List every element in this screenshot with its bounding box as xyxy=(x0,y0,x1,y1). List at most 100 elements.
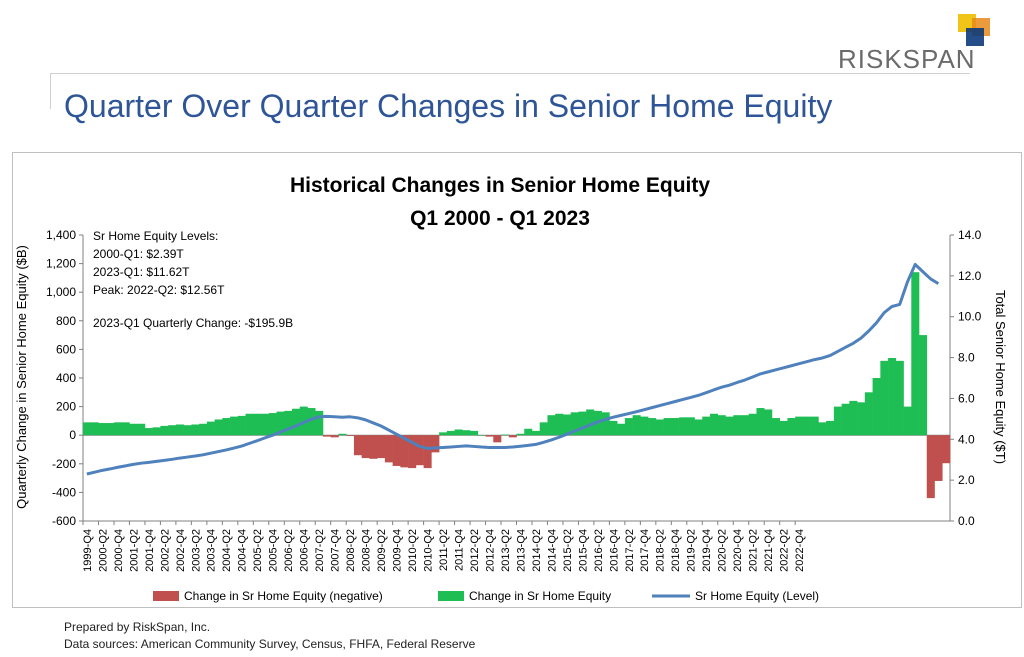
logo-square-blue xyxy=(966,28,984,46)
bar-positive xyxy=(694,419,703,436)
logo-square-yellow xyxy=(958,14,976,32)
bar-positive xyxy=(826,420,835,436)
bar-positive xyxy=(640,416,649,436)
x-tick-label: 2022-Q4 xyxy=(794,529,806,572)
x-tick-label: 2002-Q2 xyxy=(159,529,171,572)
x-tick-label: 2007-Q4 xyxy=(330,529,342,572)
x-tick-label: 2015-Q2 xyxy=(562,529,574,572)
bar-positive xyxy=(702,416,711,436)
x-tick-label: 2003-Q4 xyxy=(206,529,218,572)
y-left-tick-label: 400 xyxy=(56,371,76,385)
legend-label-negative: Change in Sr Home Equity (negative) xyxy=(184,589,383,603)
x-tick-label: 2013-Q2 xyxy=(500,529,512,572)
legend-label-level: Sr Home Equity (Level) xyxy=(695,589,819,603)
bar-positive xyxy=(524,428,533,436)
bar-positive xyxy=(106,423,115,436)
bar-positive xyxy=(168,425,177,436)
x-tick-label: 2017-Q2 xyxy=(624,529,636,572)
bar-negative xyxy=(934,435,943,481)
legend: Change in Sr Home Equity (negative) Chan… xyxy=(153,589,819,603)
bar-positive xyxy=(632,415,641,436)
bar-positive xyxy=(152,427,161,436)
bar-positive xyxy=(733,415,742,436)
bar-positive xyxy=(446,430,455,436)
bar-negative xyxy=(493,435,502,443)
bar-positive xyxy=(470,430,479,436)
bar-positive xyxy=(748,413,757,436)
bar-positive xyxy=(717,415,726,436)
bar-positive xyxy=(601,412,610,436)
bar-negative xyxy=(415,435,424,466)
bar-positive xyxy=(222,418,231,436)
bar-positive xyxy=(315,410,324,436)
x-tick-label: 2021-Q4 xyxy=(763,529,775,572)
x-tick-label: 2010-Q4 xyxy=(422,529,434,572)
bar-positive xyxy=(191,424,200,436)
bar-negative xyxy=(400,435,409,468)
bar-positive xyxy=(740,415,750,436)
header-divider xyxy=(50,73,970,74)
bar-positive xyxy=(679,417,688,436)
bar-positive xyxy=(338,433,347,436)
bar-positive xyxy=(655,419,664,436)
bar-positive xyxy=(113,422,122,436)
line-layer xyxy=(86,262,940,476)
y-right-tick-label: 14.0 xyxy=(958,228,982,242)
x-tick-label: 2001-Q4 xyxy=(144,529,156,572)
bar-positive xyxy=(454,429,463,436)
bar-negative xyxy=(322,435,332,437)
x-tick-label: 2005-Q2 xyxy=(252,529,264,572)
x-tick-label: 2018-Q4 xyxy=(670,529,682,572)
bar-positive xyxy=(160,425,169,436)
bars-layer xyxy=(83,272,951,499)
x-tick-label: 2009-Q4 xyxy=(392,529,404,572)
bar-positive xyxy=(810,416,819,436)
x-tick-label: 2008-Q4 xyxy=(361,529,373,572)
bar-negative xyxy=(361,435,370,459)
bar-positive xyxy=(83,422,92,436)
x-tick-label: 2019-Q2 xyxy=(686,529,698,572)
bar-positive xyxy=(802,416,811,436)
legend-swatch-positive xyxy=(438,591,464,601)
bar-positive xyxy=(307,408,316,436)
y-right-tick-label: 2.0 xyxy=(958,473,975,487)
bar-positive xyxy=(857,402,866,436)
bar-positive xyxy=(531,430,541,436)
bar-negative xyxy=(346,435,355,436)
bar-positive xyxy=(849,400,858,436)
header-accent-line xyxy=(50,73,51,109)
x-tick-label: 2017-Q4 xyxy=(639,529,651,572)
bar-negative xyxy=(353,435,362,456)
bar-positive xyxy=(710,413,719,436)
x-tick-label: 2009-Q2 xyxy=(376,529,388,572)
annotation-levels-heading: Sr Home Equity Levels: xyxy=(93,229,218,243)
x-tick-label: 2014-Q2 xyxy=(531,529,543,572)
bar-positive xyxy=(292,408,301,436)
x-tick-label: 2010-Q2 xyxy=(407,529,419,572)
bar-positive xyxy=(144,428,153,436)
annotation-peak: Peak: 2022-Q2: $12.56T xyxy=(93,283,225,297)
bar-positive xyxy=(818,422,827,436)
bar-positive xyxy=(245,413,254,436)
bar-positive xyxy=(98,423,107,436)
bar-negative xyxy=(392,435,401,466)
bar-positive xyxy=(547,415,556,436)
x-tick-label: 2004-Q4 xyxy=(237,529,249,572)
bar-positive xyxy=(880,360,889,436)
bar-negative xyxy=(431,435,440,453)
bar-positive xyxy=(206,421,215,436)
bar-positive xyxy=(663,418,672,436)
y-left-tick-label: 0 xyxy=(69,428,76,442)
y-right-tick-label: 0.0 xyxy=(958,514,975,528)
bar-positive xyxy=(175,424,184,436)
y-left-tick-label: 1,200 xyxy=(46,257,76,271)
x-tick-label: 2011-Q2 xyxy=(438,529,450,571)
annotation-2000-q1: 2000-Q1: $2.39T xyxy=(93,247,184,261)
bar-positive xyxy=(903,406,912,436)
x-tick-label: 2007-Q2 xyxy=(314,529,326,572)
x-tick-label: 2015-Q4 xyxy=(577,529,589,572)
bar-positive xyxy=(230,416,239,436)
bar-positive xyxy=(617,423,626,436)
bar-positive xyxy=(268,413,277,436)
